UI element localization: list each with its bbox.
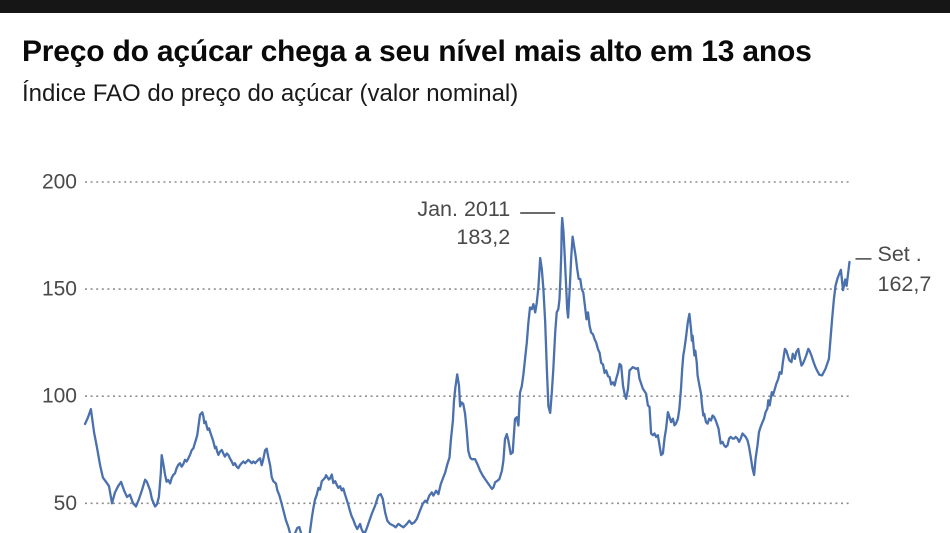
top-bar bbox=[0, 0, 950, 13]
y-tick-label: 50 bbox=[54, 492, 77, 515]
y-tick-label: 200 bbox=[42, 171, 77, 194]
annotation-latest-value: 162,7 bbox=[878, 272, 932, 296]
chart-header: Preço do açúcar chega a seu nível mais a… bbox=[22, 36, 812, 107]
page-subtitle: Índice FAO do preço do açúcar (valor nom… bbox=[22, 80, 519, 107]
annotation-latest-date: Set . bbox=[878, 242, 922, 266]
annotation-peak-2011-value: 183,2 bbox=[456, 225, 510, 249]
price-line bbox=[83, 216, 851, 533]
y-tick-label: 150 bbox=[42, 278, 77, 301]
page-title: Preço do açúcar chega a seu nível mais a… bbox=[22, 35, 812, 68]
annotation-peak-2011-date: Jan. 2011 bbox=[417, 197, 510, 221]
y-tick-label: 100 bbox=[42, 385, 77, 408]
